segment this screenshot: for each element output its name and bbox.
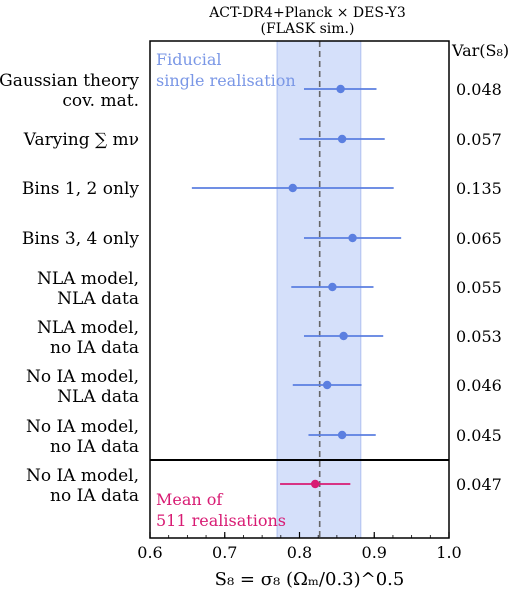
variance-value: 0.047 (456, 475, 502, 494)
variance-value: 0.135 (456, 179, 502, 198)
x-tick-label: 0.6 (137, 543, 162, 562)
chart-title-line1: ACT-DR4+Planck × DES-Y3 (208, 5, 406, 21)
x-tick-label: 0.8 (287, 543, 312, 562)
data-marks (191, 84, 402, 489)
data-point (337, 430, 347, 440)
mean-annotation-line2: 511 realisations (156, 511, 286, 530)
variance-value: 0.045 (456, 426, 502, 445)
variance-value: 0.057 (456, 130, 502, 149)
x-axis-label: S₈ = σ₈ (Ωₘ/0.3)^0.5 (215, 569, 405, 590)
row-label: NLA data (57, 289, 139, 309)
row-label: NLA model, (37, 269, 139, 289)
x-tick-label: 0.7 (212, 543, 237, 562)
row-label: no IA data (50, 437, 139, 457)
variance-value: 0.048 (456, 80, 502, 99)
data-point (337, 134, 347, 144)
variance-value: 0.046 (456, 376, 502, 395)
x-tick-label: 0.9 (362, 543, 387, 562)
data-point (336, 84, 345, 94)
chart-title-line2: (FLASK sim.) (261, 21, 355, 37)
row-label: no IA data (50, 338, 139, 358)
mean-annotation-line1: Mean of (156, 490, 223, 509)
data-point (310, 479, 320, 489)
row-label: cov. mat. (62, 91, 139, 111)
x-ticks: 0.6 0.7 0.8 0.9 1.0 (137, 532, 462, 562)
data-point (322, 380, 332, 390)
variance-header: Var(S₈) (451, 41, 509, 60)
data-point (339, 331, 348, 341)
row-label: Bins 3, 4 only (22, 229, 139, 249)
variance-value: 0.065 (456, 229, 502, 248)
row-label: NLA model, (37, 318, 139, 338)
row-label: No IA model, (26, 417, 139, 437)
variance-value: 0.055 (456, 278, 502, 297)
row-label: no IA data (50, 486, 139, 506)
fiducial-annotation-line2: single realisation (156, 71, 296, 90)
fiducial-annotation-line1: Fiducial (156, 50, 222, 69)
row-label: NLA data (57, 387, 139, 407)
row-label: No IA model, (26, 466, 139, 486)
row-label: Bins 1, 2 only (22, 179, 139, 199)
row-label: No IA model, (26, 367, 139, 387)
data-point (288, 183, 297, 193)
variance-value: 0.053 (456, 327, 502, 346)
variance-labels: 0.048 0.057 0.135 0.065 0.055 0.053 0.046 0.045… (456, 80, 502, 494)
row-label: Varying ∑ mν (23, 130, 139, 150)
x-tick-label: 1.0 (436, 543, 461, 562)
row-label: Gaussian theory (0, 71, 139, 91)
data-point (348, 233, 357, 243)
data-point (328, 282, 337, 292)
